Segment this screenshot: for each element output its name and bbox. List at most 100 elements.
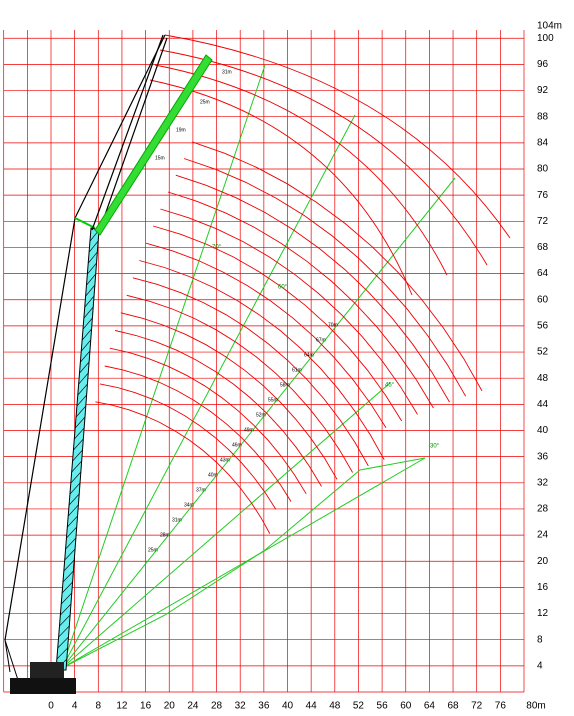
x-axis-label: 32 <box>235 701 247 712</box>
lattice <box>61 581 73 594</box>
lattice <box>78 372 89 385</box>
y-axis-label: 24 <box>537 530 549 541</box>
lattice <box>82 317 93 330</box>
lattice <box>89 240 99 253</box>
lattice <box>63 559 75 572</box>
range-arc <box>120 312 338 480</box>
lattice <box>87 262 97 275</box>
y-axis-label: 52 <box>537 347 549 358</box>
lattice <box>69 482 81 495</box>
x-axis-label: 56 <box>377 701 389 712</box>
lattice <box>74 427 85 440</box>
jib-range-arc <box>154 64 448 276</box>
boom-length-label: 25m <box>148 547 158 553</box>
y-axis-label: 28 <box>537 504 549 515</box>
y-axis-label: 80 <box>537 164 549 175</box>
y-axis-label: 92 <box>537 85 549 96</box>
lattice <box>75 405 87 418</box>
y-axis-label: 56 <box>537 321 549 332</box>
x-axis-label: 80m <box>526 701 545 712</box>
y-axis-label: 16 <box>537 582 549 593</box>
range-arc <box>99 383 277 510</box>
angle-line <box>61 457 426 669</box>
boom-length-label: 67m <box>316 337 326 343</box>
angle-label: 45° <box>385 383 395 389</box>
crane <box>4 34 213 694</box>
boom-length-label: 55m <box>268 397 278 403</box>
lattice <box>88 251 98 264</box>
x-axis-label: 72 <box>471 701 483 712</box>
jib-range-arc <box>164 34 511 239</box>
x-axis-label: 12 <box>116 701 128 712</box>
x-axis-label: 52 <box>353 701 365 712</box>
range-arc <box>160 208 418 415</box>
angle-line <box>61 457 426 669</box>
angle-label: 70° <box>212 245 222 251</box>
angle-line <box>61 64 266 669</box>
x-axis-label: 64 <box>424 701 436 712</box>
luffing-jib <box>94 54 213 236</box>
boom-length-label: 43m <box>220 457 230 463</box>
angle-label: 30° <box>430 444 440 450</box>
jib-length-label: 19m <box>176 127 186 133</box>
x-axis-label: 20 <box>164 701 176 712</box>
mast-strut <box>4 639 19 681</box>
x-axis-label: 24 <box>187 701 199 712</box>
lattice <box>68 504 79 517</box>
range-arc <box>95 401 271 534</box>
lattice <box>70 471 82 484</box>
crawler <box>10 678 76 694</box>
y-axis-label: 32 <box>537 477 549 488</box>
lattice <box>80 350 91 363</box>
range-arc <box>175 174 450 403</box>
angle-line <box>61 177 456 669</box>
lattice <box>73 438 84 451</box>
lattice <box>72 449 83 462</box>
jib-length-label: 25m <box>200 99 210 105</box>
angle-label: 60° <box>278 285 288 291</box>
boom-length-label: 40m <box>208 472 218 478</box>
x-axis-label: 0 <box>48 701 54 712</box>
range-arc <box>139 260 385 460</box>
y-axis-label: 60 <box>537 294 549 305</box>
y-axis-label: 96 <box>537 59 549 70</box>
lattice <box>85 284 96 297</box>
range-arc <box>132 277 369 467</box>
y-axis-label: 48 <box>537 373 549 384</box>
y-axis-label: 68 <box>537 242 549 253</box>
boom-extension <box>91 34 164 231</box>
superstructure <box>30 662 64 678</box>
x-axis-label: 16 <box>140 701 152 712</box>
y-axis-label: 8 <box>537 634 543 645</box>
boom-lattice <box>55 229 100 671</box>
boom-length-label: 34m <box>184 502 194 508</box>
x-axis-label: 8 <box>96 701 102 712</box>
x-axis-label: 28 <box>211 701 223 712</box>
range-arc <box>152 225 403 422</box>
boom-length-label: 31m <box>172 517 182 523</box>
lattice <box>66 526 77 539</box>
lattice <box>64 548 76 561</box>
x-axis-label: 76 <box>495 701 507 712</box>
range-arc <box>114 330 322 487</box>
grid <box>3 30 525 693</box>
jib-range-arc <box>149 79 413 296</box>
x-axis-label: 36 <box>258 701 270 712</box>
y-axis-label: 88 <box>537 111 549 122</box>
jib-length-label: 31m <box>222 69 232 75</box>
x-axis-label: 48 <box>329 701 341 712</box>
lattice <box>81 339 91 352</box>
x-axis-label: 44 <box>306 701 318 712</box>
labels: 0 4 8 12 16 20 24 28 32 36 40 44 48 52 56 60 64 68 72 76 80m… <box>48 21 562 712</box>
boom-length-label: 70m <box>328 322 338 328</box>
range-arc <box>183 158 467 397</box>
lattice <box>57 636 69 649</box>
range-arc <box>104 365 292 502</box>
lattice <box>84 295 95 308</box>
boom-length-label: 52m <box>256 412 266 418</box>
range-arc <box>109 347 307 495</box>
lattice <box>68 493 80 506</box>
lattice <box>61 592 72 605</box>
x-axis-label: 68 <box>447 701 459 712</box>
jib-strut <box>74 217 96 229</box>
